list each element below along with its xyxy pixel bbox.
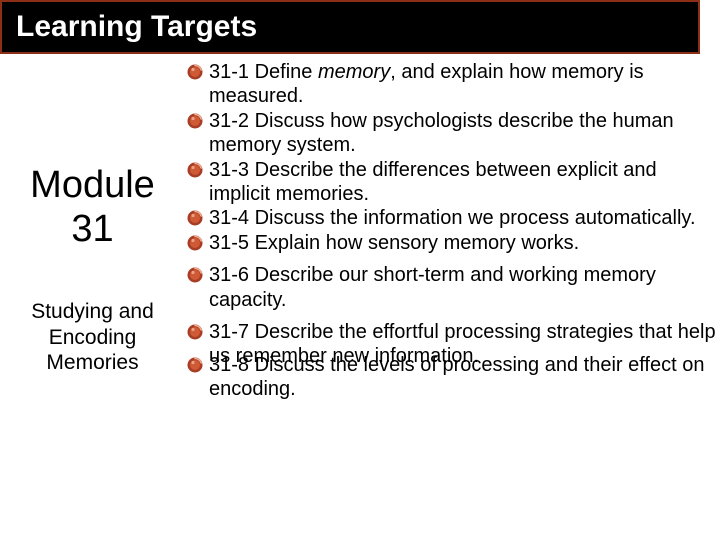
list-item: 31-5 Explain how sensory memory works. xyxy=(187,231,720,255)
targets-list: 31-1 Define memory, and explain how memo… xyxy=(185,54,720,401)
module-subtitle-line1: Studying and xyxy=(31,300,154,323)
target-num: 31-8 xyxy=(209,354,249,376)
target-text: 31-2 Discuss how psychologists describe … xyxy=(209,109,720,158)
list-item-group: 31-7 Describe the effortful processing s… xyxy=(187,320,720,402)
header-bar: Learning Targets xyxy=(0,0,700,54)
spacer xyxy=(187,255,720,263)
target-part: Explain how sensory memory works. xyxy=(249,232,579,254)
target-part: Discuss the information we process autom… xyxy=(249,207,695,229)
module-title-line2: 31 xyxy=(71,208,113,250)
bullet-icon xyxy=(187,357,203,373)
list-item: 31-6 Describe our short-term and working… xyxy=(187,263,720,312)
target-part: Discuss the levels of processing and the… xyxy=(209,354,704,400)
bullet-icon xyxy=(187,64,203,80)
target-text: 31-3 Describe the differences between ex… xyxy=(209,158,720,207)
target-part: Describe our short-term and working memo… xyxy=(209,264,656,310)
left-column: Module 31 Studying and Encoding Memories xyxy=(0,54,185,401)
target-part: Define xyxy=(249,61,318,83)
target-text: 31-1 Define memory, and explain how memo… xyxy=(209,60,720,109)
page-title: Learning Targets xyxy=(16,10,684,44)
target-text: 31-4 Discuss the information we process … xyxy=(209,206,696,230)
spacer xyxy=(187,312,720,320)
content-area: Module 31 Studying and Encoding Memories… xyxy=(0,54,720,401)
module-title-line1: Module xyxy=(30,164,155,206)
target-num: 31-4 xyxy=(209,207,249,229)
list-item: 31-2 Discuss how psychologists describe … xyxy=(187,109,720,158)
target-text: 31-8 Discuss the levels of processing an… xyxy=(209,353,720,402)
target-num: 31-7 xyxy=(209,321,249,343)
list-item: 31-3 Describe the differences between ex… xyxy=(187,158,720,207)
target-text: 31-6 Describe our short-term and working… xyxy=(209,263,720,312)
target-text: 31-5 Explain how sensory memory works. xyxy=(209,231,579,255)
bullet-icon xyxy=(187,210,203,226)
bullet-icon xyxy=(187,324,203,340)
target-part: Describe the differences between explici… xyxy=(209,159,657,205)
module-subtitle-line2: Encoding xyxy=(49,326,137,349)
target-num: 31-6 xyxy=(209,264,249,286)
bullet-icon xyxy=(187,113,203,129)
module-subtitle: Studying and Encoding Memories xyxy=(0,299,185,375)
target-part: Discuss how psychologists describe the h… xyxy=(209,110,674,156)
list-item: 31-8 Discuss the levels of processing an… xyxy=(187,353,720,402)
bullet-icon xyxy=(187,267,203,283)
list-item: 31-4 Discuss the information we process … xyxy=(187,206,720,230)
list-item: 31-1 Define memory, and explain how memo… xyxy=(187,60,720,109)
target-num: 31-1 xyxy=(209,61,249,83)
bullet-icon xyxy=(187,162,203,178)
module-subtitle-line3: Memories xyxy=(46,351,138,374)
target-emph: memory xyxy=(318,61,390,83)
module-title: Module 31 xyxy=(0,164,185,251)
target-num: 31-5 xyxy=(209,232,249,254)
target-num: 31-2 xyxy=(209,110,249,132)
target-num: 31-3 xyxy=(209,159,249,181)
bullet-icon xyxy=(187,235,203,251)
